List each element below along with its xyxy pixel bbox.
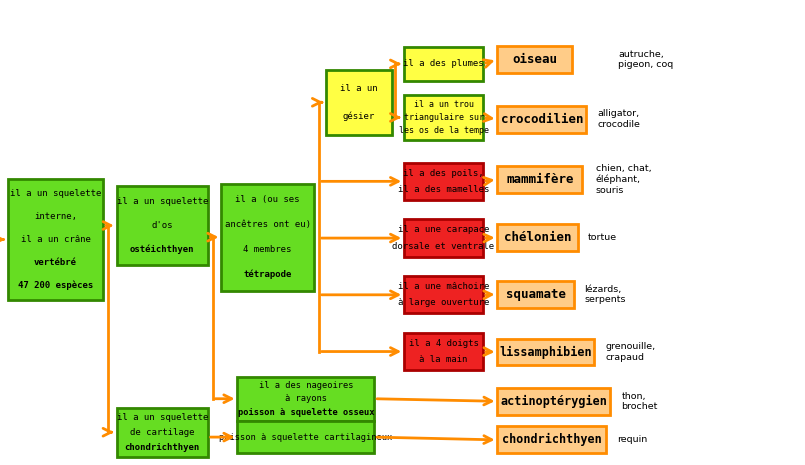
Text: chondrichthyen: chondrichthyen [125,443,200,452]
Text: chélonien: chélonien [504,231,572,244]
Text: à large ouverture: à large ouverture [398,299,489,307]
FancyBboxPatch shape [117,186,208,265]
FancyBboxPatch shape [404,95,483,140]
Text: il a un squelette: il a un squelette [117,197,208,206]
Text: dorsale et ventrale: dorsale et ventrale [393,242,494,251]
FancyBboxPatch shape [404,163,483,200]
Text: à la main: à la main [419,355,468,364]
Text: ostéichthyen: ostéichthyen [130,245,195,254]
FancyBboxPatch shape [404,219,483,257]
Text: de cartilage: de cartilage [130,428,195,437]
Text: grenouille,
crapaud: grenouille, crapaud [605,342,655,362]
FancyBboxPatch shape [497,388,610,415]
Text: actinoptérygien: actinoptérygien [501,395,607,408]
Text: tortue: tortue [588,233,617,242]
FancyBboxPatch shape [497,166,582,193]
Text: poisson à squelette cartilagineux: poisson à squelette cartilagineux [219,432,393,442]
Text: il a des plumes: il a des plumes [403,60,484,68]
Text: autruche,
pigeon, coq: autruche, pigeon, coq [618,50,674,69]
FancyBboxPatch shape [221,184,314,291]
Text: chondrichthyen: chondrichthyen [502,433,601,446]
FancyBboxPatch shape [497,426,606,453]
Text: oiseau: oiseau [512,53,557,66]
Text: lissamphibien: lissamphibien [499,345,592,359]
FancyBboxPatch shape [237,377,374,421]
FancyBboxPatch shape [404,333,483,370]
Text: il a un crâne: il a un crâne [21,235,90,244]
Text: squamate: squamate [506,288,566,301]
Text: les os de la tempe: les os de la tempe [398,126,489,135]
Text: il a des mamelles: il a des mamelles [398,185,489,194]
Text: il a (ou ses: il a (ou ses [235,195,300,204]
Text: tétrapode: tétrapode [243,270,292,279]
Text: vertébré: vertébré [34,258,77,267]
Text: alligator,
crocodile: alligator, crocodile [597,109,640,129]
FancyBboxPatch shape [404,276,483,313]
Text: il a un: il a un [341,84,378,93]
FancyBboxPatch shape [497,106,586,133]
Text: interne,: interne, [34,212,77,221]
Text: triangulaire sur: triangulaire sur [403,113,484,122]
Text: ancêtres ont eu): ancêtres ont eu) [225,220,311,229]
Text: thon,
brochet: thon, brochet [621,392,658,411]
FancyBboxPatch shape [497,281,574,308]
Text: 4 membres: 4 membres [243,245,292,254]
Text: il a une carapace: il a une carapace [398,226,489,234]
Text: mammifère: mammifère [506,173,573,186]
FancyBboxPatch shape [404,46,483,81]
Text: à rayons: à rayons [285,394,327,403]
Text: crocodilien: crocodilien [501,113,583,126]
FancyBboxPatch shape [497,46,572,73]
Text: requin: requin [617,435,647,445]
Text: il a un squelette: il a un squelette [10,189,101,199]
FancyBboxPatch shape [497,224,578,251]
FancyBboxPatch shape [8,179,103,300]
FancyBboxPatch shape [497,339,594,365]
FancyBboxPatch shape [326,70,392,135]
Text: d'os: d'os [151,221,173,230]
Text: chien, chat,
éléphant,
souris: chien, chat, éléphant, souris [596,164,651,195]
Text: il a une mâchoire: il a une mâchoire [398,282,489,291]
Text: il a des poils,: il a des poils, [403,169,484,178]
Text: lézards,
serpents: lézards, serpents [584,285,626,304]
FancyBboxPatch shape [237,421,374,453]
Text: il a un squelette: il a un squelette [117,413,208,422]
Text: poisson à squelette osseux: poisson à squelette osseux [237,408,374,417]
Text: il a 4 doigts: il a 4 doigts [409,339,478,348]
Text: gésier: gésier [343,112,375,121]
Text: il a un trou: il a un trou [414,100,473,108]
FancyBboxPatch shape [117,408,208,457]
Text: 47 200 espèces: 47 200 espèces [18,280,93,290]
Text: il a des nageoires: il a des nageoires [258,381,353,390]
